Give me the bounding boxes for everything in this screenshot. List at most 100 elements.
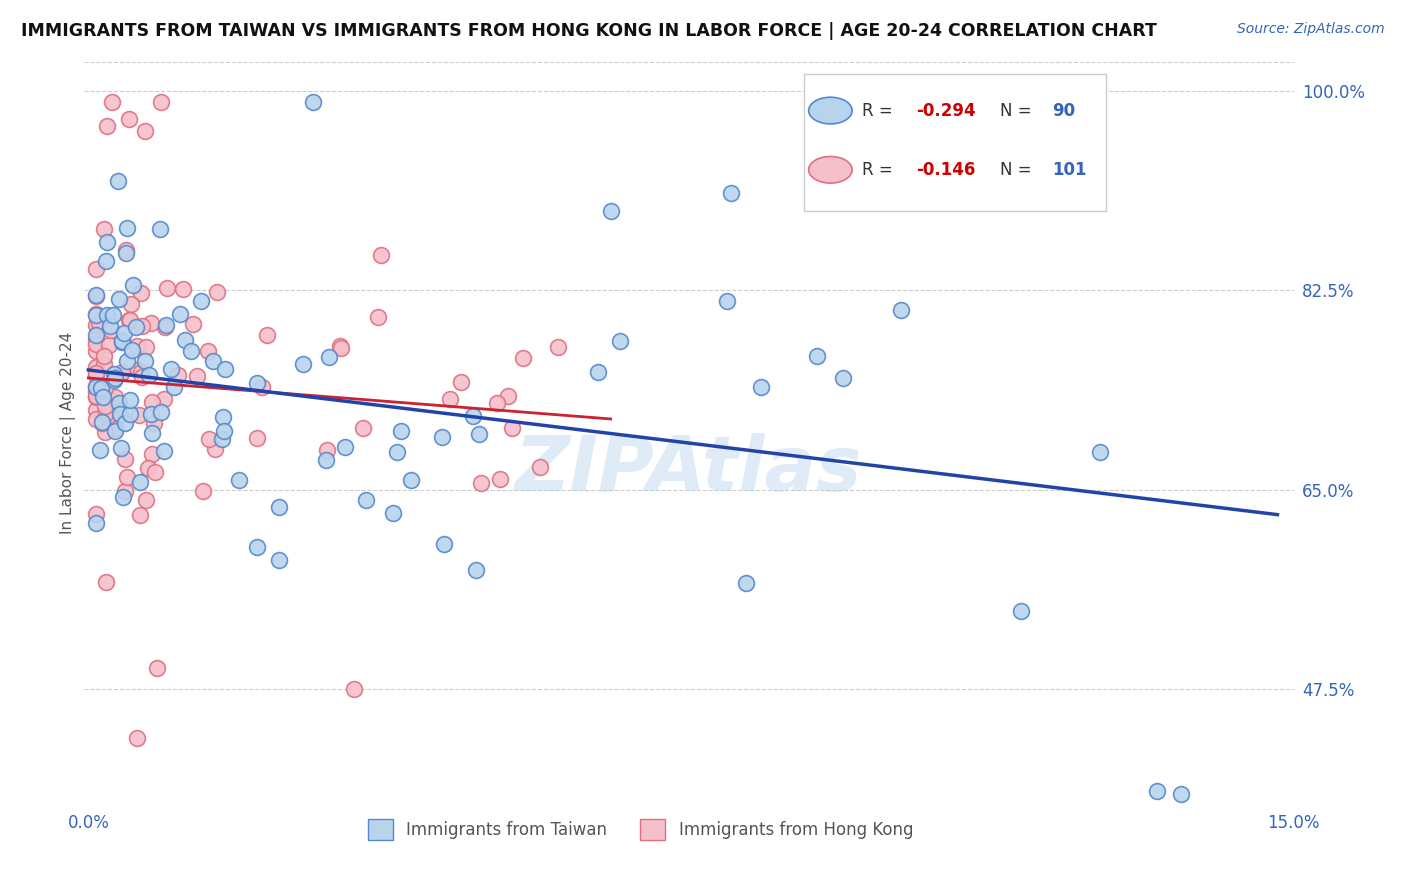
Point [267,553,290,567]
Point [197,344,219,359]
Point [120,297,142,311]
Point [135,492,157,507]
Point [292,357,315,371]
Point [86,287,108,301]
Point [86,516,108,530]
Point [91,383,114,397]
Point [139,407,162,421]
Point [143,466,166,480]
Point [91,416,114,430]
Text: R =: R = [862,161,898,178]
Point [734,575,756,590]
Point [125,731,148,745]
Point [117,221,139,235]
Circle shape [808,97,852,124]
Point [103,424,125,438]
Point [529,460,551,475]
Text: 90: 90 [1052,102,1074,120]
Point [155,281,177,295]
Point [302,95,325,110]
Point [94,254,117,268]
Point [197,432,219,446]
Point [101,95,124,110]
FancyBboxPatch shape [804,73,1107,211]
Point [146,661,169,675]
Text: ZIPAtlas: ZIPAtlas [515,433,863,507]
Point [586,365,609,379]
Point [155,318,177,332]
Point [96,574,118,589]
Point [86,333,108,347]
Point [318,350,340,364]
Point [470,475,492,490]
Point [114,416,136,430]
Point [256,328,278,343]
Point [115,470,138,484]
Point [129,508,152,522]
Point [86,337,108,351]
Point [110,365,132,379]
Point [89,443,111,458]
Point [149,405,172,419]
Point [315,452,337,467]
Point [246,376,269,390]
Point [387,444,409,458]
Point [1011,604,1033,618]
Point [97,408,120,422]
Point [153,320,176,334]
Point [112,326,135,340]
Point [367,310,389,324]
Point [172,283,194,297]
Point [138,368,160,383]
Point [86,389,108,403]
Point [86,380,108,394]
Point [496,388,519,402]
Point [153,392,176,406]
Point [439,392,461,406]
Point [86,390,108,404]
Point [86,343,108,358]
Point [139,316,162,330]
Point [86,307,108,321]
Point [201,354,224,368]
Point [465,563,488,577]
Point [205,285,228,299]
Text: N =: N = [1000,102,1036,120]
Point [111,334,134,348]
Point [89,316,111,330]
Point [169,307,191,321]
Point [104,371,127,385]
Point [86,378,108,392]
Point [111,491,134,505]
Point [86,367,108,381]
Point [86,359,108,374]
Point [129,286,152,301]
Point [246,431,269,445]
Point [111,335,134,350]
Point [93,399,115,413]
Point [316,442,339,457]
Point [153,444,176,458]
Point [370,248,392,262]
Point [212,424,235,438]
Point [204,442,226,456]
Point [174,333,197,347]
Text: N =: N = [1000,161,1036,178]
Point [352,421,374,435]
Point [342,681,364,696]
Point [489,472,512,486]
Point [382,506,405,520]
Text: IMMIGRANTS FROM TAIWAN VS IMMIGRANTS FROM HONG KONG IN LABOR FORCE | AGE 20-24 C: IMMIGRANTS FROM TAIWAN VS IMMIGRANTS FRO… [21,22,1157,40]
Point [149,222,172,236]
Point [120,392,142,407]
Point [141,426,163,441]
Point [104,414,127,428]
Point [86,507,108,521]
Point [107,293,129,307]
Point [93,358,115,372]
Y-axis label: In Labor Force | Age 20-24: In Labor Force | Age 20-24 [60,332,76,533]
Point [141,394,163,409]
Point [122,278,145,293]
Point [118,313,141,327]
Point [93,381,115,395]
